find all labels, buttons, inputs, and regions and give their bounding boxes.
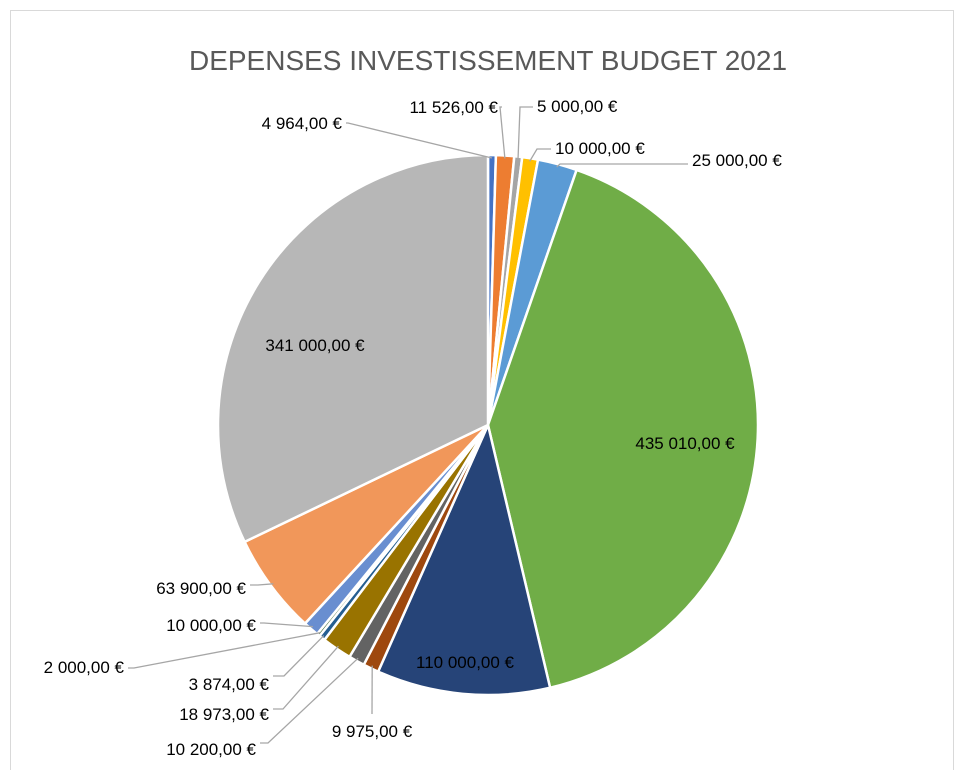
data-label-8: 9 975,00 € xyxy=(332,722,413,741)
data-label-4: 10 000,00 € xyxy=(555,139,645,158)
data-label-12: 2 000,00 € xyxy=(44,658,125,677)
chart-title: DEPENSES INVESTISSEMENT BUDGET 2021 xyxy=(189,45,787,76)
data-label-1: 4 964,00 € xyxy=(262,114,343,133)
data-label-6: 435 010,00 € xyxy=(635,434,735,453)
data-label-2: 11 526,00 € xyxy=(409,98,498,117)
leader-line-5 xyxy=(557,164,688,167)
data-label-5: 25 000,00 € xyxy=(692,151,782,170)
data-label-13: 10 000,00 € xyxy=(166,616,256,635)
leader-line-1 xyxy=(346,123,492,158)
data-label-15: 341 000,00 € xyxy=(265,336,365,355)
data-label-3: 5 000,00 € xyxy=(537,97,618,116)
leader-line-3 xyxy=(518,107,533,160)
data-label-9: 10 200,00 € xyxy=(166,740,256,759)
data-label-10: 18 973,00 € xyxy=(179,705,269,724)
data-label-14: 63 900,00 € xyxy=(156,579,246,598)
leader-line-12 xyxy=(128,633,320,668)
data-label-7: 110 000,00 € xyxy=(416,653,515,672)
data-label-11: 3 874,00 € xyxy=(189,675,270,694)
leader-line-2 xyxy=(500,107,505,159)
leader-line-10 xyxy=(273,646,338,709)
leader-line-11 xyxy=(273,636,324,676)
slices xyxy=(218,155,758,695)
